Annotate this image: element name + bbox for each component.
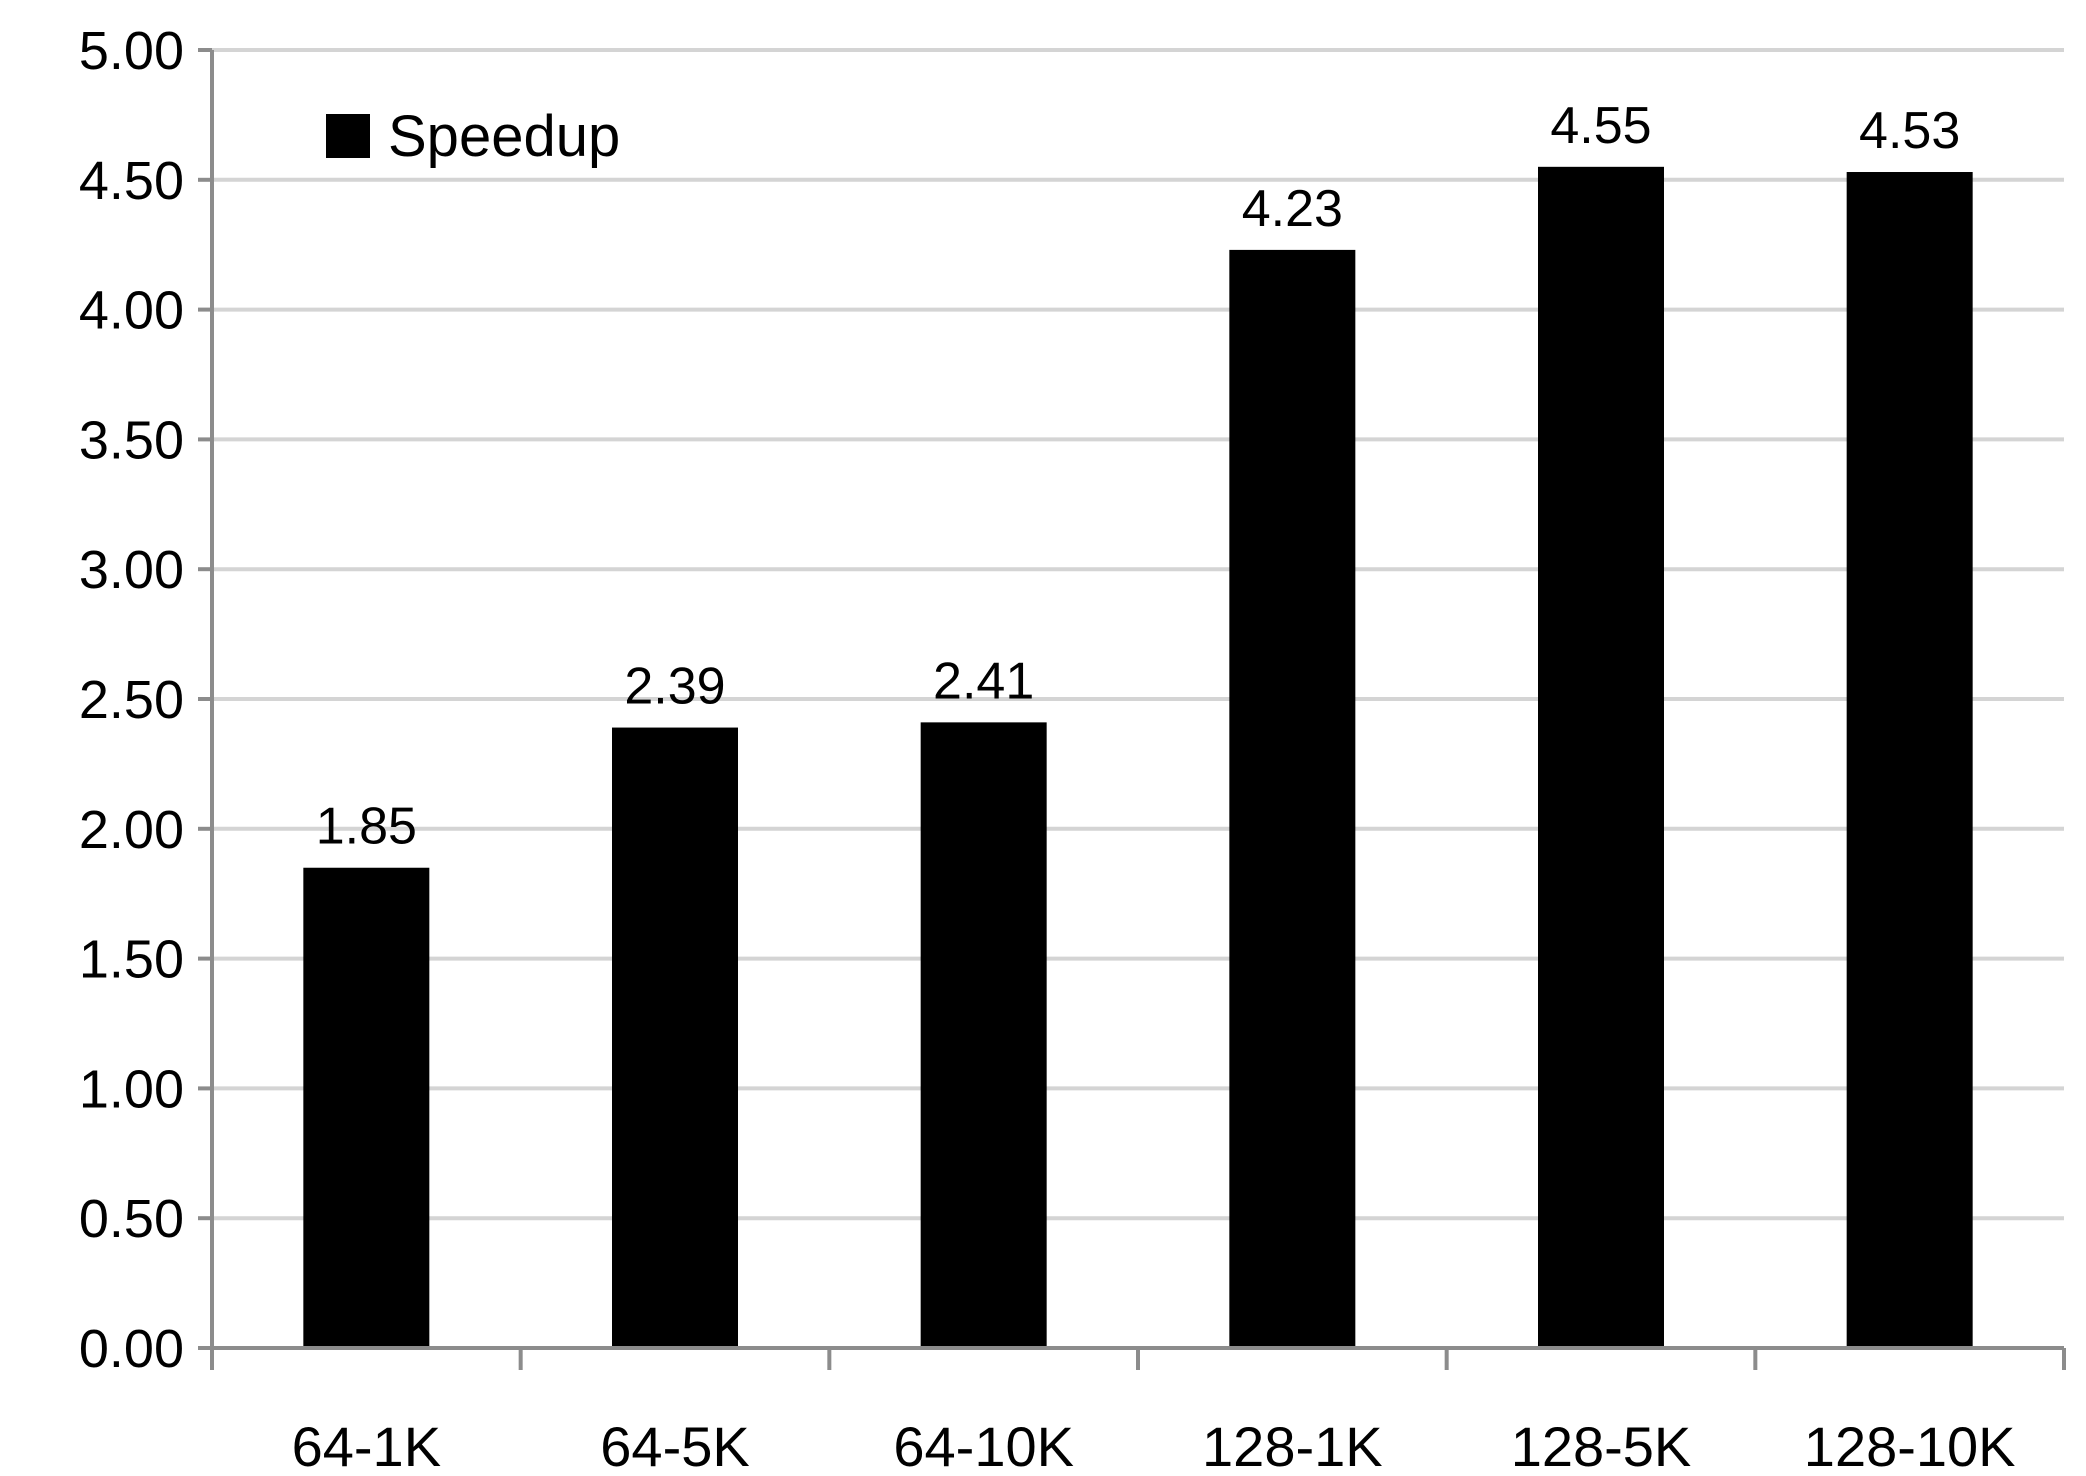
y-tick-label: 4.00 <box>79 281 184 341</box>
bar <box>1229 249 1356 1349</box>
y-tick-label: 1.50 <box>79 930 184 990</box>
y-tick-label: 2.50 <box>79 670 184 730</box>
data-label: 1.85 <box>316 798 417 856</box>
bar <box>1538 166 1664 1348</box>
data-label: 4.23 <box>1242 180 1343 238</box>
y-tick-label: 4.50 <box>79 151 184 211</box>
bar <box>920 722 1047 1348</box>
x-tick-label: 64-5K <box>600 1415 749 1476</box>
x-tick-labels: 64-1K 64-5K 64-10K 128-1K 128-5K 128-10K <box>292 1415 2016 1476</box>
y-tick-label: 1.00 <box>79 1059 184 1119</box>
legend-swatch <box>326 114 370 158</box>
y-tick-label: 3.00 <box>79 540 184 600</box>
data-label: 4.55 <box>1550 97 1651 155</box>
bar <box>1846 172 1973 1349</box>
bar <box>303 867 430 1348</box>
gridlines <box>212 48 2064 1221</box>
x-tick-label: 128-10K <box>1804 1415 2016 1476</box>
y-tick-label: 5.00 <box>79 21 184 81</box>
y-tick-labels: 0.00 0.50 1.00 1.50 2.00 2.50 3.00 3.50 4.00 4.50… <box>79 21 184 1379</box>
bar <box>612 727 738 1348</box>
x-tick-label: 128-5K <box>1511 1415 1692 1476</box>
x-tick-label: 64-1K <box>292 1415 441 1476</box>
y-tick-label: 3.50 <box>79 410 184 470</box>
axes <box>198 48 2066 1370</box>
data-labels: 1.85 2.39 2.41 4.23 4.55 4.53 <box>316 97 1961 856</box>
y-tick-label: 2.00 <box>79 800 184 860</box>
data-label: 2.41 <box>933 652 1034 710</box>
bars <box>303 166 1973 1349</box>
data-label: 2.39 <box>624 658 725 716</box>
data-label: 4.53 <box>1859 102 1960 160</box>
y-tick-label: 0.00 <box>79 1319 184 1379</box>
legend: Speedup <box>326 104 620 169</box>
x-tick-label: 128-1K <box>1202 1415 1383 1476</box>
x-tick-label: 64-10K <box>893 1415 1074 1476</box>
y-tick-label: 0.50 <box>79 1189 184 1249</box>
legend-label: Speedup <box>388 104 620 169</box>
